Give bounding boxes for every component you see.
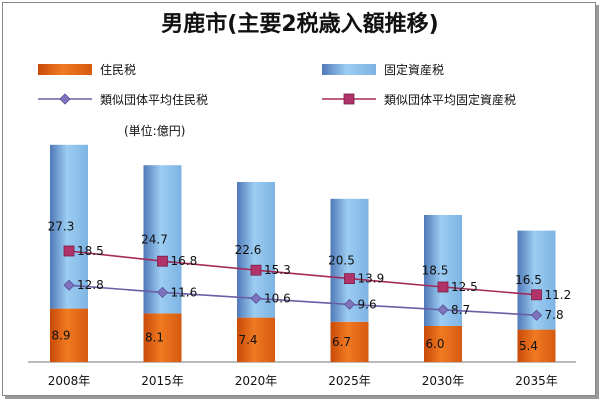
marker-avg-property-tax-4: [437, 281, 449, 293]
legend-label-avg-property-tax: 類似団体平均固定資産税: [384, 92, 516, 107]
marker-avg-property-tax-5: [531, 289, 542, 301]
x-tick-label-2: 2020年: [235, 374, 278, 388]
marker-avg-property-tax-0: [63, 245, 75, 257]
legend-marker-avg-residents-tax: [59, 93, 71, 105]
point-label-avg-property-tax-2: 15.3: [264, 263, 291, 277]
bar-label-residents-tax-5: 5.4: [519, 339, 538, 353]
marker-avg-property-tax-1: [157, 255, 168, 267]
bar-residents-tax-4: [424, 326, 462, 362]
point-label-avg-property-tax-0: 18.5: [77, 244, 104, 258]
point-label-avg-residents-tax-0: 12.8: [77, 278, 104, 292]
legend-label-property-tax: 固定資産税: [384, 62, 444, 77]
bar-label-property-tax-0: 27.3: [48, 220, 75, 234]
marker-avg-residents-tax-4: [437, 304, 449, 316]
point-label-avg-residents-tax-5: 7.8: [545, 308, 564, 322]
legend: 住民税 固定資産税 類似団体平均住民税 類似団体平均固定資産税: [38, 62, 516, 107]
bar-residents-tax-5: [517, 329, 556, 362]
marker-avg-residents-tax-1: [156, 286, 169, 298]
line-avg-residents-tax: [68, 284, 537, 316]
marker-avg-residents-tax-2: [250, 292, 262, 304]
marker-avg-residents-tax-0: [63, 279, 75, 291]
legend-label-residents-tax: 住民税: [100, 63, 136, 77]
point-label-avg-property-tax-5: 11.2: [545, 288, 572, 302]
bar-residents-tax-0: [50, 308, 88, 362]
bar-label-property-tax-1: 24.7: [141, 232, 168, 246]
legend-swatch-residents-tax: [38, 64, 92, 75]
bar-residents-tax-2: [237, 317, 275, 362]
bar-label-residents-tax-2: 7.4: [238, 333, 257, 347]
bar-label-property-tax-3: 20.5: [328, 253, 355, 267]
bar-label-property-tax-4: 18.5: [422, 264, 449, 278]
bar-residents-tax-3: [330, 321, 369, 362]
legend-marker-avg-property-tax: [343, 93, 355, 105]
point-label-avg-residents-tax-4: 8.7: [451, 303, 470, 317]
chart-frame: [2, 2, 596, 396]
marker-avg-property-tax-2: [250, 264, 262, 276]
plot-area: 8.9 27.3 2008年 8.1 24.7 2015年 7.4 22.6 2020年 6.7 2…: [28, 144, 576, 388]
point-label-avg-property-tax-1: 16.8: [171, 254, 198, 268]
point-label-avg-residents-tax-1: 11.6: [171, 285, 198, 299]
point-label-avg-property-tax-3: 13.9: [358, 272, 385, 286]
marker-avg-property-tax-3: [344, 273, 355, 285]
marker-avg-residents-tax-3: [343, 298, 356, 310]
bar-residents-tax-1: [143, 313, 182, 362]
x-tick-label-0: 2008年: [48, 374, 91, 388]
bar-label-property-tax-5: 16.5: [515, 273, 542, 287]
x-tick-label-1: 2015年: [141, 374, 184, 388]
legend-label-avg-residents-tax: 類似団体平均住民税: [100, 93, 208, 107]
bar-label-residents-tax-4: 6.0: [425, 337, 444, 351]
marker-avg-residents-tax-5: [530, 309, 543, 321]
bar-label-residents-tax-1: 8.1: [145, 331, 164, 345]
point-label-avg-property-tax-4: 12.5: [451, 280, 478, 294]
x-tick-label-4: 2030年: [422, 374, 465, 388]
bar-label-residents-tax-0: 8.9: [51, 328, 70, 342]
x-tick-label-5: 2035年: [515, 374, 558, 388]
line-avg-property-tax: [68, 250, 537, 296]
x-tick-label-3: 2025年: [328, 374, 371, 388]
unit-note: (単位:億円): [124, 123, 185, 138]
legend-swatch-property-tax: [322, 64, 376, 75]
chart-title: 男鹿市(主要2税歳入額推移): [161, 11, 438, 37]
point-label-avg-residents-tax-2: 10.6: [264, 291, 291, 305]
point-label-avg-residents-tax-3: 9.6: [358, 297, 377, 311]
bar-label-property-tax-2: 22.6: [235, 243, 262, 257]
bar-label-residents-tax-3: 6.7: [332, 335, 351, 349]
